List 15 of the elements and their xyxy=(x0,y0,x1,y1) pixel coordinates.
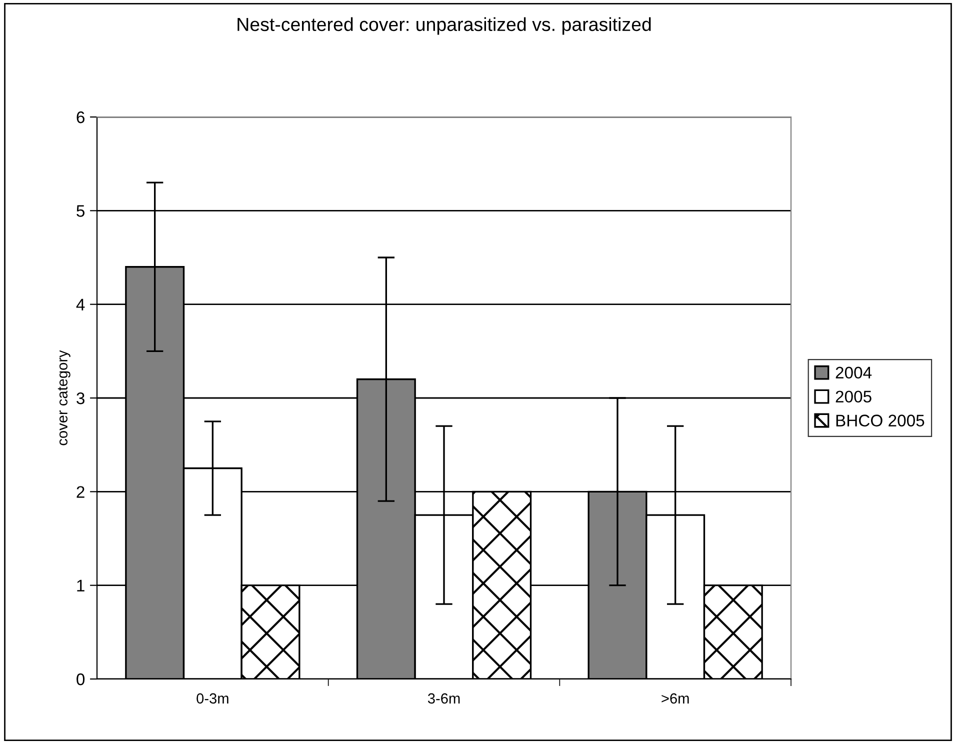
y-tick-label: 4 xyxy=(76,298,85,310)
x-tick-label: >6m xyxy=(662,693,689,704)
y-axis-title: cover category xyxy=(58,350,70,446)
x-tick-label: 0-3m xyxy=(196,693,228,704)
y-tick-label: 3 xyxy=(76,392,84,404)
x-tick-label: 3-6m xyxy=(428,693,460,704)
y-tick-label: 0 xyxy=(76,673,85,686)
legend-label: 2005 xyxy=(836,390,872,403)
y-tick-label: 2 xyxy=(76,486,84,498)
chart-title: Nest-centered cover: unparasitized vs. parasitized xyxy=(238,17,651,35)
y-tick-label: 5 xyxy=(76,205,84,217)
legend-label: BHCO 2005 xyxy=(836,414,924,426)
y-tick-label: 1 xyxy=(77,580,84,592)
legend-label: 2004 xyxy=(836,366,872,379)
y-tick-label: 6 xyxy=(76,111,84,124)
